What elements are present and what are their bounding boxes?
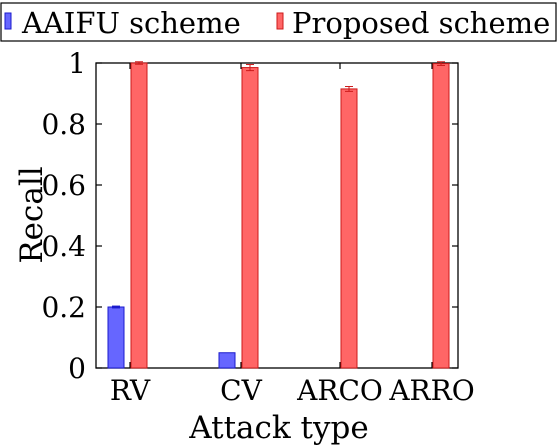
bar-aaifu: [107, 306, 125, 369]
x-tick-label: RV: [110, 374, 151, 407]
y-tick-label: 0.6: [41, 169, 86, 202]
bar-aaifu: [218, 352, 236, 369]
plot-area: [95, 62, 459, 369]
bar-proposed: [130, 62, 148, 369]
bar-proposed: [340, 88, 358, 369]
y-axis-label: Recall: [14, 166, 50, 263]
x-tick-label: CV: [220, 374, 262, 407]
bar-proposed: [432, 63, 450, 369]
x-tick-label: ARCO: [296, 374, 383, 407]
x-axis-label: Attack type: [188, 410, 368, 446]
legend-swatch-aaifu: [4, 12, 12, 30]
y-tick-label: 0: [68, 352, 86, 385]
y-tick-label: 0.2: [41, 291, 86, 324]
legend: AAIFU scheme Proposed scheme: [0, 2, 557, 42]
legend-label-aaifu: AAIFU scheme: [21, 6, 241, 40]
y-tick-label: 0.8: [41, 108, 86, 141]
y-tick-label: 0.4: [41, 230, 86, 263]
bar-proposed: [241, 67, 259, 369]
legend-swatch-proposed: [276, 12, 284, 30]
x-tick-label: ARRO: [388, 374, 474, 407]
y-tick-label: 1: [68, 47, 86, 80]
legend-label-proposed: Proposed scheme: [292, 6, 550, 40]
